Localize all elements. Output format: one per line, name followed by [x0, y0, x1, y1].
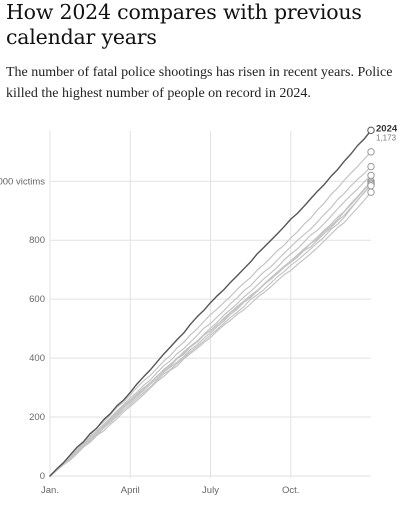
end-marker — [367, 162, 375, 171]
series-lines — [49, 129, 372, 477]
end-markers — [367, 126, 375, 196]
chart-subtitle: The number of fatal police shootings has… — [6, 65, 393, 101]
series-line — [49, 151, 372, 477]
highlight-value-label: 1,173 — [376, 133, 397, 142]
x-tick-label: Oct. — [282, 485, 299, 496]
series-line — [49, 183, 372, 477]
y-tick-label: 800 — [29, 235, 45, 246]
end-marker — [367, 188, 375, 196]
y-axis-ticks: 0 200 400 600 800 1,000 victims — [0, 176, 45, 482]
x-tick-label: Jan. — [41, 485, 59, 496]
series-line — [49, 191, 372, 477]
x-tick-label: April — [121, 485, 140, 496]
end-marker — [367, 148, 375, 156]
x-axis-ticks: Jan. April July Oct. — [41, 485, 299, 496]
series-line — [49, 185, 372, 477]
y-tick-label: 1,000 victims — [0, 176, 45, 187]
end-marker — [367, 182, 375, 190]
y-tick-label: 200 — [29, 412, 45, 423]
y-tick-label: 400 — [29, 353, 45, 364]
vertical-gridlines — [49, 131, 292, 478]
x-tick-label: July — [202, 485, 219, 496]
end-marker-2024 — [367, 126, 375, 135]
highlight-year-label: 2024 — [376, 123, 398, 134]
series-line-2024 — [49, 129, 372, 477]
chart-title: How 2024 compares with previous calendar… — [6, 0, 362, 49]
y-tick-label: 600 — [29, 294, 45, 305]
y-tick-label: 0 — [40, 471, 45, 482]
